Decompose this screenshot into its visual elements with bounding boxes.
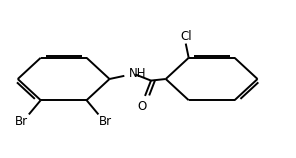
Text: Cl: Cl bbox=[180, 30, 192, 43]
Text: Br: Br bbox=[99, 115, 112, 128]
Text: Br: Br bbox=[15, 115, 28, 128]
Text: O: O bbox=[137, 100, 147, 112]
Text: NH: NH bbox=[129, 67, 146, 80]
